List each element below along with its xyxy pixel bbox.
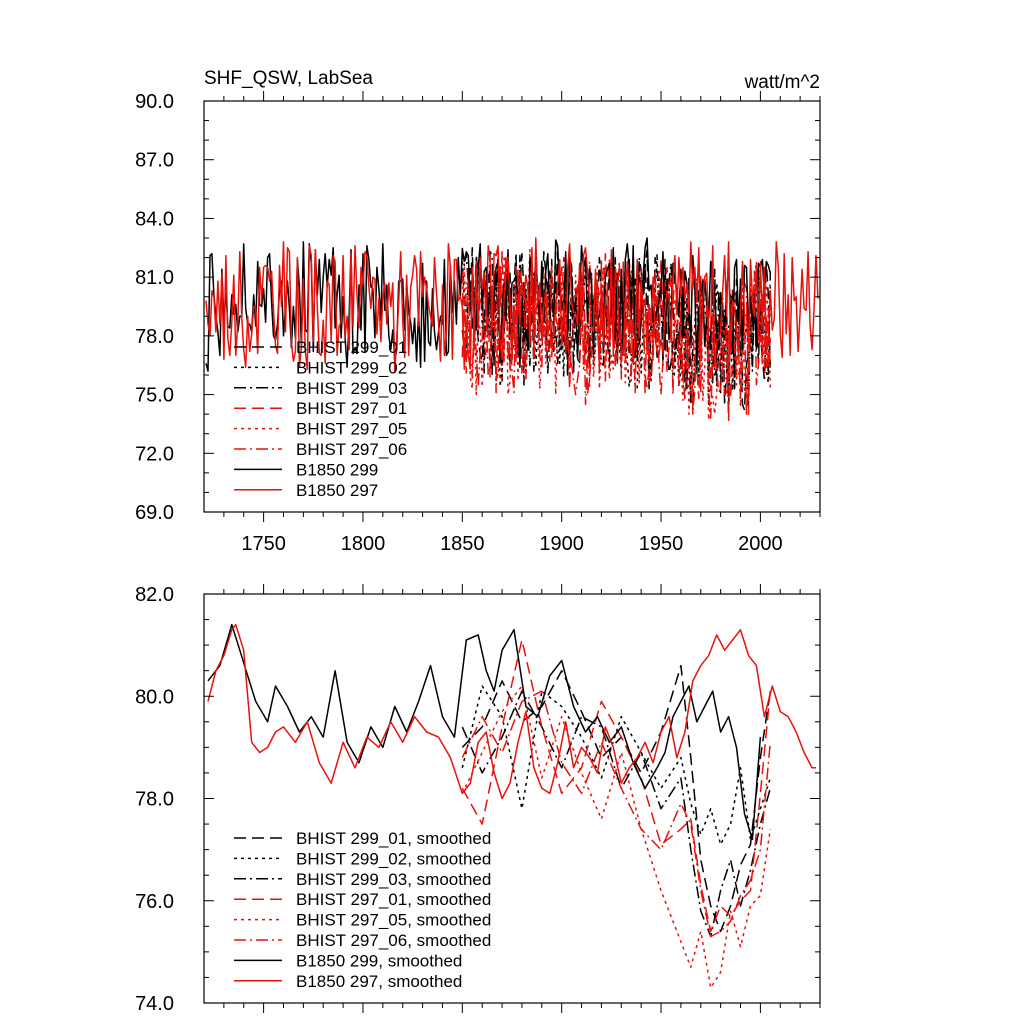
y-tick-label: 72.0: [135, 443, 174, 465]
top-panel-raw-series: 1750 1800 1850 1900 1950 2000 69.0 72.0 75.0 78.0…: [135, 91, 821, 555]
legend-label-bhist-299-02-smoothed: BHIST 299_02, smoothed: [296, 849, 491, 868]
legend-label-bhist-299-01: BHIST 299_01: [296, 338, 407, 357]
legend-label-bhist-297-01: BHIST 297_01: [296, 399, 407, 418]
y-tick-label: 78.0: [135, 789, 174, 811]
legend-label-bhist-297-06: BHIST 297_06: [296, 440, 407, 459]
series-line-b1850-297-smoothed: [207, 623, 816, 800]
legend-label-bhist-297-05-smoothed: BHIST 297_05, smoothed: [296, 911, 491, 930]
x-tick-label: 1850: [440, 533, 485, 555]
y-tick-label: 69.0: [135, 502, 174, 524]
bottom-panel-smoothed-series: 74.0 76.0 78.0 80.0 82.0 BHIST 299_01, smooth…: [135, 584, 821, 1015]
legend-label-bhist-299-03: BHIST 299_03: [296, 379, 407, 398]
x-tick-label: 1950: [639, 533, 684, 555]
y-tick-label: 75.0: [135, 385, 174, 407]
y-tick-label: 74.0: [135, 993, 174, 1015]
series-line-bhist-299-01-smoothed: [461, 664, 772, 933]
legend-label-b1850-297-smoothed: B1850 297, smoothed: [296, 972, 462, 991]
x-tick-label: 2000: [738, 533, 783, 555]
series-lines: [207, 623, 816, 989]
y-tick-label: 82.0: [135, 584, 174, 606]
x-tick-label: 1800: [341, 533, 386, 555]
top-panel-title: SHF_QSW, LabSea: [204, 68, 373, 89]
y-tick-label: 84.0: [135, 208, 174, 230]
series-lines: [205, 237, 819, 423]
legend-label-bhist-299-01-smoothed: BHIST 299_01, smoothed: [296, 829, 491, 848]
legend-label-b1850-299: B1850 299: [296, 460, 378, 479]
plot-frame: [203, 100, 821, 513]
series-line-bhist-297-05: [461, 248, 772, 421]
y-tick-label: 80.0: [135, 686, 174, 708]
legend-label-b1850-297: B1850 297: [296, 481, 378, 500]
x-tick-label: 1750: [241, 533, 286, 555]
series-line-b1850-299-smoothed: [207, 623, 762, 841]
legend-label-bhist-297-06-smoothed: BHIST 297_06, smoothed: [296, 931, 491, 950]
series-line-bhist-297-05-smoothed: [461, 685, 772, 989]
series-line-b1850-297: [205, 237, 819, 372]
series-line-bhist-299-03-smoothed: [461, 690, 772, 938]
y-tick-label: 90.0: [135, 91, 174, 113]
legend-label-bhist-297-01-smoothed: BHIST 297_01, smoothed: [296, 890, 491, 909]
legend-label-bhist-299-03-smoothed: BHIST 299_03, smoothed: [296, 870, 491, 889]
y-tick-label: 87.0: [135, 150, 174, 172]
series-line-bhist-299-02-smoothed: [461, 685, 772, 846]
y-tick-label: 76.0: [135, 891, 174, 913]
legend-label-b1850-299-smoothed: B1850 299, smoothed: [296, 951, 462, 970]
legend-label-bhist-299-02: BHIST 299_02: [296, 358, 407, 377]
top-panel-units: watt/m^2: [744, 72, 820, 93]
series-line-bhist-299-03: [461, 247, 772, 408]
y-tick-label: 78.0: [135, 326, 174, 348]
y-tick-label: 81.0: [135, 267, 174, 289]
series-line-bhist-297-06-smoothed: [461, 690, 772, 938]
x-tick-label: 1900: [539, 533, 584, 555]
legend-label-bhist-297-05: BHIST 297_05: [296, 420, 407, 439]
